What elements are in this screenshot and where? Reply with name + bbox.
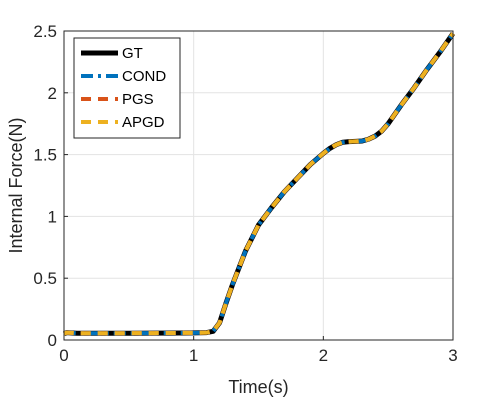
x-tick-label: 2 (319, 346, 328, 365)
legend-label-apgd: APGD (122, 114, 165, 131)
y-tick-label: 0 (48, 331, 57, 350)
y-tick-label: 1.5 (33, 146, 57, 165)
legend-label-cond: COND (122, 68, 166, 85)
x-tick-label: 0 (59, 346, 68, 365)
legend-label-pgs: PGS (122, 91, 154, 108)
x-tick-label: 3 (448, 346, 457, 365)
legend-label-gt: GT (122, 45, 143, 62)
x-axis: 0 1 2 3 (59, 336, 458, 365)
y-tick-label: 2 (48, 84, 57, 103)
x-tick-label: 1 (189, 346, 198, 365)
y-tick-label: 2.5 (33, 22, 57, 41)
series-line-apgd (63, 32, 455, 336)
series-layer (62, 32, 456, 337)
y-axis-label: Internal Force(N) (6, 117, 26, 253)
y-tick-label: 0.5 (33, 269, 57, 288)
y-tick-label: 1 (48, 207, 57, 226)
y-axis: 0 0.5 1 1.5 2 2.5 (33, 22, 68, 350)
plot-frame (63, 30, 454, 341)
x-axis-label: Time(s) (228, 377, 288, 397)
legend: GT COND PGS APGD (73, 37, 181, 139)
